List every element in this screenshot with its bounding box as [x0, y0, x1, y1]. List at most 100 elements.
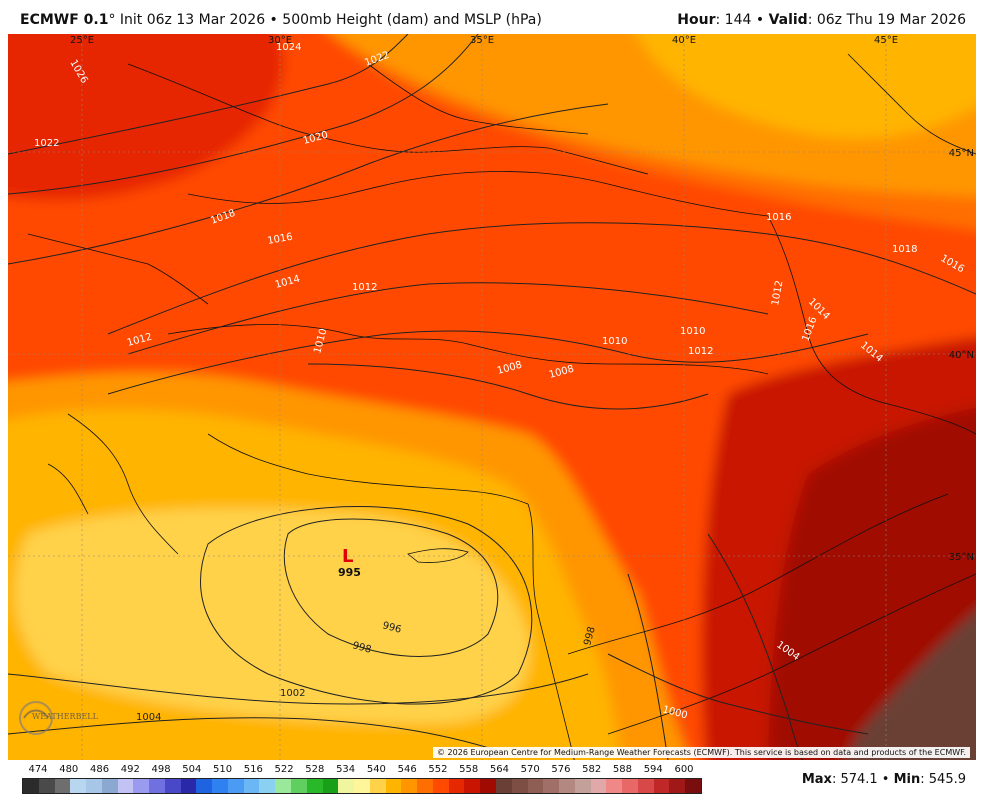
legend-swatch: [306, 779, 323, 793]
separator: •: [265, 12, 283, 28]
isobar-label: 1002: [280, 688, 305, 699]
legend-swatch: [164, 779, 181, 793]
legend-tick-label: 594: [643, 764, 663, 775]
hour-label: Hour: [677, 12, 716, 28]
legend-swatch: [669, 779, 686, 793]
legend-swatch: [559, 779, 575, 793]
map-canvas: 25°E 30°E 35°E 40°E 45°E 45°N 40°N 35°N …: [8, 34, 976, 760]
graticule: [8, 34, 976, 760]
isobar-lines: [8, 34, 976, 760]
legend-swatch: [653, 779, 670, 793]
legend-swatch: [243, 779, 260, 793]
isobar-label: 1010: [680, 326, 705, 337]
legend-swatches: [22, 778, 702, 794]
copyright-notice: © 2026 European Centre for Medium-Range …: [433, 747, 970, 758]
legend-swatch: [622, 779, 638, 793]
logo-text: WEATHERBELL: [32, 712, 98, 721]
isobar-label: 1024: [276, 42, 301, 53]
logo-icon: [19, 701, 53, 735]
legend-swatch: [101, 779, 118, 793]
isobar-label: 1012: [688, 346, 713, 357]
lon-labels: 25°E 30°E 35°E 40°E 45°E: [70, 35, 898, 46]
legend-ticks: 474 480 486 492 498 504 510 516 522 528 534 540 546 5…: [22, 764, 702, 776]
isobar-label: 998: [582, 625, 598, 646]
model-name: ECMWF 0.1: [20, 12, 109, 28]
legend-swatch: [338, 779, 355, 793]
legend-swatch: [322, 779, 339, 793]
legend-swatch: [275, 779, 292, 793]
legend-swatch: [401, 779, 418, 793]
legend-swatch: [86, 779, 102, 793]
hour-value: : 144 •: [715, 12, 769, 28]
legend-swatch: [23, 779, 39, 793]
legend-tick-label: 516: [243, 764, 263, 775]
legend-tick-label: 498: [151, 764, 171, 775]
legend-swatch: [133, 779, 150, 793]
isobar-label: 1004: [136, 712, 161, 723]
isobar-label: 1016: [267, 232, 294, 247]
degree-mark: °: [108, 12, 116, 28]
isobar-label: 996: [381, 620, 402, 636]
isobar-label: 1018: [892, 244, 917, 255]
isobar-label: 1022: [34, 138, 59, 149]
legend-tick-label: 564: [489, 764, 509, 775]
legend-swatch: [291, 779, 307, 793]
lon-label-25: 25°E: [70, 35, 94, 46]
legend-swatch: [417, 779, 433, 793]
legend-tick-label: 546: [397, 764, 417, 775]
init-time: Init 06z 13 Mar 2026: [115, 12, 266, 28]
legend-swatch: [180, 779, 197, 793]
legend-swatch: [637, 779, 654, 793]
legend-tick-label: 492: [120, 764, 140, 775]
legend-swatch: [259, 779, 276, 793]
legend-swatch: [590, 779, 607, 793]
max-min-readout: Max: 574.1 • Min: 545.9: [802, 772, 966, 787]
product-name: 500mb Height (dam) and MSLP (hPa): [282, 12, 542, 28]
low-pressure-marker: L: [342, 546, 353, 567]
max-value: : 574.1 •: [831, 772, 894, 787]
legend-swatch: [70, 779, 87, 793]
legend-tick-label: 534: [336, 764, 356, 775]
legend-swatch: [685, 779, 701, 793]
isobar-label: 1010: [602, 336, 627, 347]
legend-swatch: [432, 779, 449, 793]
isobar-label: 998: [351, 640, 372, 656]
header-valid: Hour: 144 • Valid: 06z Thu 19 Mar 2026: [677, 12, 966, 28]
legend-swatch: [117, 779, 134, 793]
legend-tick-label: 504: [182, 764, 202, 775]
header: ECMWF 0.1° Init 06z 13 Mar 2026 • 500mb …: [0, 0, 984, 34]
legend-swatch: [385, 779, 402, 793]
lat-label-45: 45°N: [949, 148, 974, 159]
legend-tick-label: 576: [551, 764, 571, 775]
isobar-label: 1012: [352, 282, 377, 293]
legend-tick-label: 570: [520, 764, 540, 775]
low-pressure-value: 995: [338, 566, 361, 579]
borders: [27, 53, 976, 760]
legend-tick-label: 528: [305, 764, 325, 775]
legend-swatch: [464, 779, 481, 793]
legend-tick-label: 600: [674, 764, 694, 775]
lon-label-40: 40°E: [672, 35, 696, 46]
legend-swatch: [511, 779, 528, 793]
legend-tick-label: 522: [274, 764, 294, 775]
weather-map[interactable]: 25°E 30°E 35°E 40°E 45°E 45°N 40°N 35°N …: [8, 34, 976, 760]
lat-label-40: 40°N: [949, 350, 974, 361]
lon-label-30: 30°E: [268, 35, 292, 46]
legend-swatch: [369, 779, 386, 793]
legend-swatch: [606, 779, 623, 793]
header-title: ECMWF 0.1° Init 06z 13 Mar 2026 • 500mb …: [20, 12, 542, 28]
legend-swatch: [574, 779, 591, 793]
legend-tick-label: 480: [59, 764, 79, 775]
legend-swatch: [196, 779, 213, 793]
valid-value: : 06z Thu 19 Mar 2026: [807, 12, 966, 28]
lat-label-35: 35°N: [949, 552, 974, 563]
min-label: Min: [893, 772, 921, 787]
legend-swatch: [54, 779, 71, 793]
max-label: Max: [801, 772, 832, 787]
lat-labels: 45°N 40°N 35°N: [949, 148, 974, 563]
legend-swatch: [212, 779, 228, 793]
lon-label-35: 35°E: [470, 35, 494, 46]
legend-tick-label: 558: [459, 764, 479, 775]
legend-tick-label: 474: [28, 764, 48, 775]
isobar-label: 1016: [766, 212, 791, 223]
